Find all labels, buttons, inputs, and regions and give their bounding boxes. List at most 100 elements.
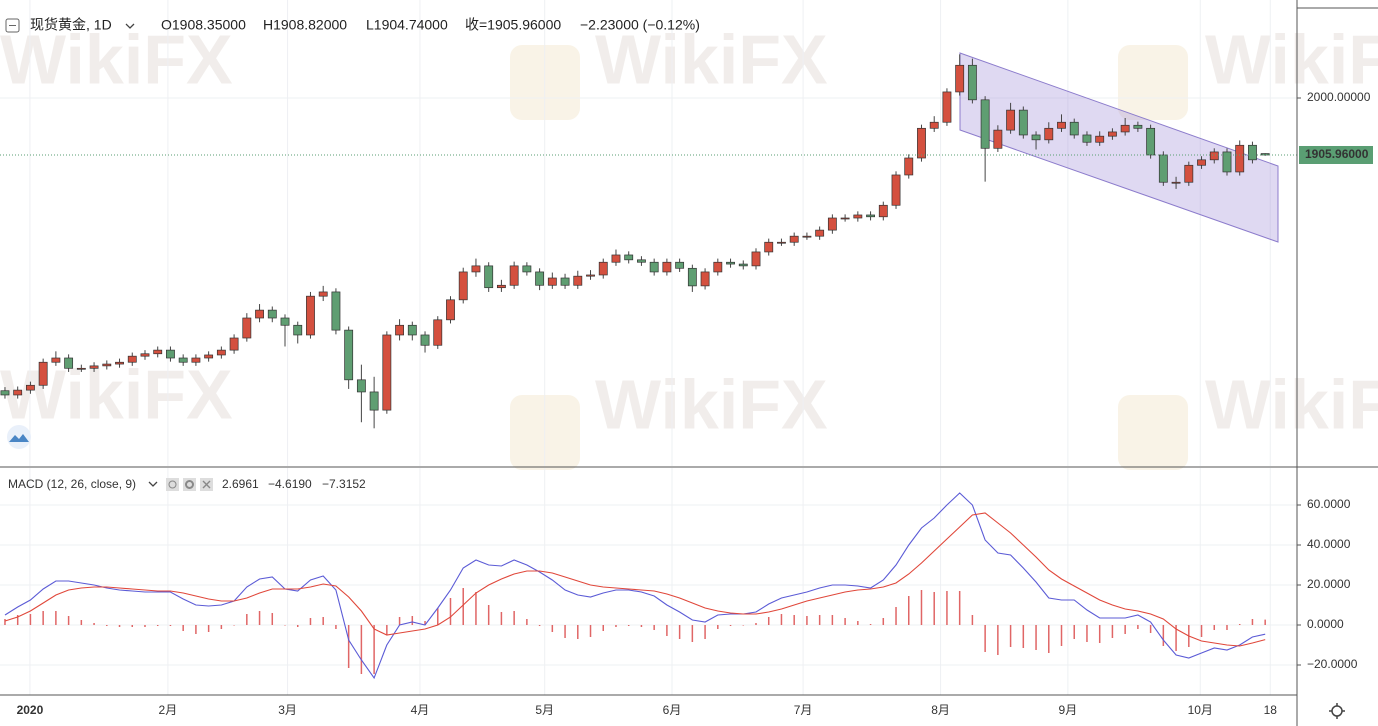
macd-histogram-bar (487, 605, 490, 625)
grid (0, 0, 1297, 695)
macd-histogram-bar (971, 615, 974, 625)
candle-body (229, 337, 239, 351)
symbol-menu[interactable] (125, 23, 135, 29)
macd-histogram-bar (67, 616, 70, 625)
candle-body (318, 291, 328, 297)
x-tick-label: 8月 (931, 703, 950, 717)
candle-body (535, 271, 545, 286)
macd-histogram-bar (831, 615, 834, 625)
settings-icon-gear (185, 480, 194, 489)
macd-histogram-bar (411, 616, 414, 625)
x-tick-label: 4月 (411, 703, 430, 717)
macd-line-value: −4.6190 (268, 477, 312, 491)
macd-histogram-bar (1226, 625, 1228, 630)
indicator-menu[interactable] (148, 481, 158, 487)
macd-histogram-bar (513, 611, 515, 625)
macd-histogram-bar (1213, 625, 1216, 630)
y-tick-label: 20.0000 (1307, 577, 1351, 591)
macd-histogram-bar (577, 625, 579, 639)
candle-body (458, 271, 468, 301)
x-tick-label: 9月 (1059, 703, 1078, 717)
macd-histogram-bar (1086, 625, 1088, 642)
ohlc-high: H1908.82000 (263, 17, 347, 33)
last-price-box (1299, 145, 1373, 164)
candle-body (433, 319, 443, 346)
macd-histogram-bar (16, 615, 19, 625)
candle-body (1222, 151, 1232, 173)
macd-histogram-bar (156, 625, 159, 626)
macd-histogram-bar (780, 614, 783, 625)
candle-body (1006, 109, 1016, 131)
symbol: 现货黄金, 1D (30, 17, 112, 33)
candle-body (840, 217, 850, 220)
macd-histogram-bar (131, 625, 134, 627)
candle-body (1248, 144, 1257, 161)
candle-body (51, 357, 61, 363)
macd-histogram-bar (755, 623, 757, 625)
candle-body (777, 241, 786, 244)
macd-histogram-bar (538, 625, 541, 626)
macd-histogram-bar (29, 614, 32, 625)
candle-body (967, 64, 977, 101)
y-tick-label: 40.0000 (1307, 537, 1351, 551)
candle-body (1133, 124, 1143, 129)
logo-badge[interactable] (7, 425, 31, 449)
macd-histogram-bar (398, 617, 401, 625)
macd-histogram-bar (233, 625, 235, 626)
macd-histogram-bar (882, 618, 885, 625)
hide-icon[interactable] (166, 478, 179, 491)
macd-line (4, 512, 1266, 647)
candle-body (1108, 131, 1117, 137)
collapse-icon[interactable] (5, 18, 20, 33)
candle-body (1044, 127, 1054, 141)
macd-histogram-bar (551, 625, 554, 632)
candle-body (13, 389, 23, 396)
watermark: WikiFX (1205, 365, 1378, 443)
macd-histogram-bar (1073, 625, 1075, 639)
candle-body (1146, 127, 1156, 156)
macd-histogram-bar (704, 625, 706, 639)
candle-body (598, 261, 608, 276)
candle-body (649, 261, 659, 273)
x-tick-label: 18 (1264, 703, 1278, 717)
x-tick-label: 6月 (663, 703, 682, 717)
candle-body (1197, 159, 1206, 166)
macd-histogram-bar (564, 625, 566, 638)
macd-histogram-bar (55, 611, 57, 625)
macd-histogram-bar (1137, 625, 1139, 629)
watermark: WikiFX (595, 20, 828, 98)
candle-body (1209, 151, 1219, 161)
candle-body (140, 353, 150, 357)
macd-histogram-bar (42, 611, 44, 625)
macd-histogram-bar (653, 625, 655, 630)
settings-icon[interactable] (183, 478, 196, 491)
macd-histogram-bar (258, 611, 261, 625)
channel-drawing (959, 52, 1279, 243)
macd-histogram-bar (946, 591, 948, 625)
macd-histogram-bar (984, 625, 986, 652)
y-tick-label: 2000.00000 (1307, 90, 1371, 104)
indicator-title: MACD (12, 26, close, 9) (8, 477, 136, 491)
candle-body (522, 265, 532, 273)
macd-histogram-bar (106, 625, 108, 626)
macd-histogram-bar (182, 625, 184, 631)
candle-body (1120, 124, 1130, 133)
marks (0, 54, 1297, 680)
candle-body (280, 317, 290, 326)
candle-body (395, 324, 404, 336)
candle-body (726, 261, 735, 265)
candle-body (38, 361, 48, 386)
candle-body (1057, 121, 1066, 129)
macd-histogram-bar (373, 625, 375, 674)
candle-body (446, 299, 455, 321)
candle-body (153, 349, 163, 355)
macd-histogram-bar (920, 590, 923, 625)
candle-body (127, 355, 137, 363)
macd-histogram-bar (284, 625, 286, 626)
macd-histogram-bar (386, 625, 388, 635)
candle-body (102, 363, 112, 367)
candle-body (420, 334, 430, 346)
macd-histogram-bar (666, 625, 668, 636)
candle-body (89, 365, 99, 369)
